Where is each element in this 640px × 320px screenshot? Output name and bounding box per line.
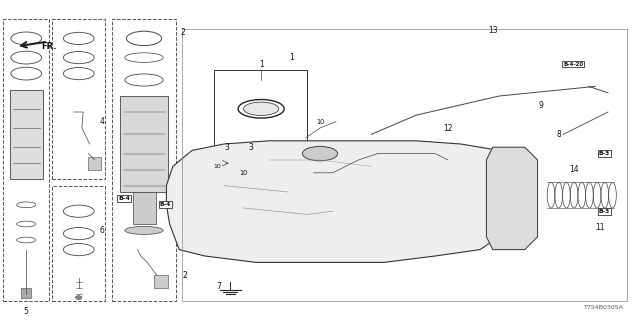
Text: 6: 6 bbox=[99, 226, 104, 235]
Bar bbox=[133, 192, 156, 224]
Text: 4: 4 bbox=[99, 117, 104, 126]
Text: 12: 12 bbox=[444, 124, 452, 132]
Text: 10: 10 bbox=[239, 170, 248, 176]
Text: B-4-20: B-4-20 bbox=[563, 61, 583, 67]
Bar bbox=[52, 186, 105, 301]
Text: 14: 14 bbox=[570, 165, 579, 174]
Ellipse shape bbox=[302, 147, 338, 161]
Text: T7S4B0305A: T7S4B0305A bbox=[584, 305, 624, 310]
Ellipse shape bbox=[76, 296, 82, 300]
Text: B-4: B-4 bbox=[160, 202, 172, 207]
Text: 2: 2 bbox=[182, 271, 187, 280]
Bar bbox=[88, 157, 101, 170]
Text: 10: 10 bbox=[213, 164, 221, 169]
Bar bbox=[214, 70, 307, 230]
Text: B-4: B-4 bbox=[118, 196, 131, 201]
Ellipse shape bbox=[244, 102, 279, 116]
Text: 2: 2 bbox=[180, 28, 185, 36]
Text: 3: 3 bbox=[248, 143, 253, 152]
Polygon shape bbox=[486, 147, 538, 250]
Text: 10: 10 bbox=[316, 119, 324, 124]
Text: FR.: FR. bbox=[42, 42, 57, 51]
Ellipse shape bbox=[125, 227, 163, 234]
Text: 1: 1 bbox=[289, 53, 294, 62]
Text: 13: 13 bbox=[488, 26, 498, 35]
Bar bbox=[120, 96, 168, 192]
Bar bbox=[52, 19, 105, 179]
Bar bbox=[182, 29, 627, 301]
Ellipse shape bbox=[242, 179, 280, 192]
Text: 1: 1 bbox=[259, 60, 264, 68]
Text: B-3: B-3 bbox=[598, 151, 610, 156]
Bar bbox=[3, 19, 49, 301]
Text: 5: 5 bbox=[24, 308, 29, 316]
Text: B-3: B-3 bbox=[598, 209, 610, 214]
Bar bbox=[112, 19, 176, 301]
Bar bbox=[10, 90, 43, 179]
Text: 11: 11 bbox=[595, 223, 605, 232]
Text: 3: 3 bbox=[225, 143, 230, 152]
Bar bbox=[21, 288, 31, 298]
Polygon shape bbox=[166, 141, 531, 262]
Text: 8: 8 bbox=[557, 130, 561, 139]
Text: 9: 9 bbox=[538, 101, 543, 110]
Text: 7: 7 bbox=[216, 282, 221, 291]
Bar bbox=[154, 275, 168, 288]
